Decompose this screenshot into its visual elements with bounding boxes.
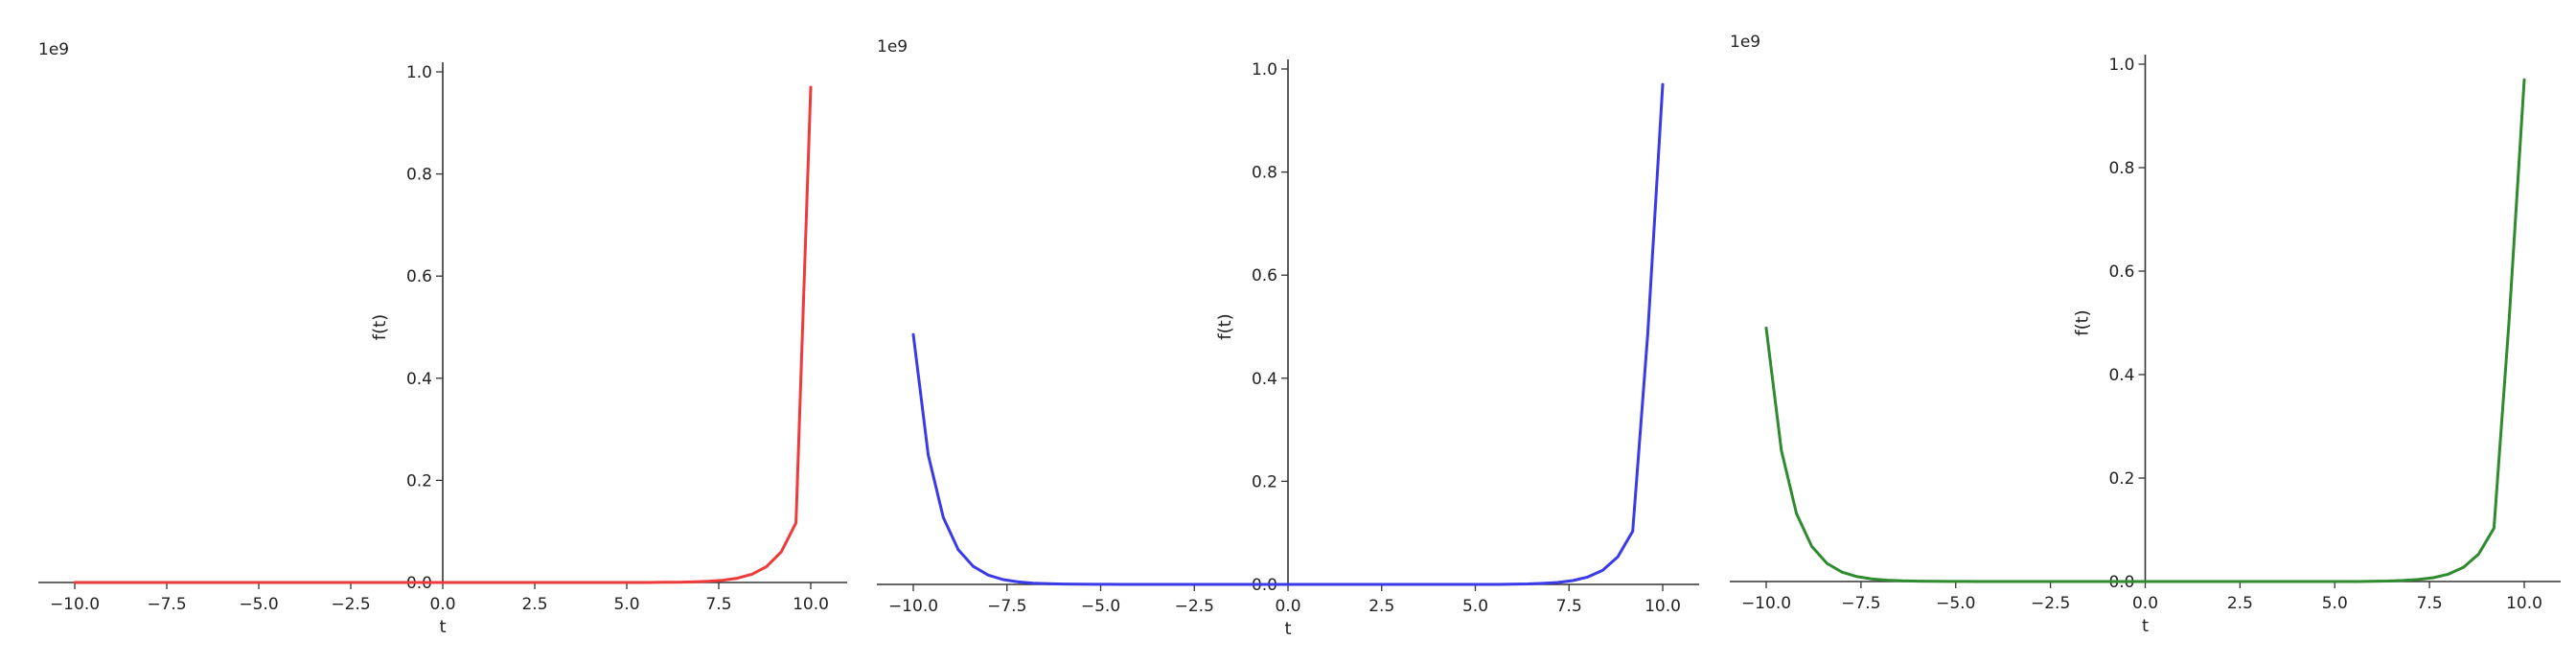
y-tick-label: 0.6 (1252, 266, 1277, 285)
series-line (911, 82, 1665, 586)
y-axis-label: f(t) (370, 314, 390, 340)
y-tick-label: 0.4 (1252, 370, 1277, 389)
y-offset-text: 1e9 (1730, 33, 1760, 52)
x-axis-label: t (439, 617, 446, 637)
x-axis-label: t (2142, 616, 2149, 636)
x-tick-label: 2.5 (1368, 597, 1394, 616)
y-tick-label: 0.4 (406, 370, 432, 389)
chart-panel-2: −10.0 −7.5 −5.0 −2.5 0.0 2.5 5.0 7.5 10.00.00.20… (877, 37, 1699, 639)
y-tick-label: 0.4 (2108, 366, 2134, 385)
x-tick-label: 2.5 (2227, 594, 2253, 613)
y-tick-label: 0.8 (1252, 164, 1277, 183)
x-tick-label: 2.5 (521, 595, 547, 614)
x-tick-label: 10.0 (2506, 594, 2542, 613)
x-tick-label: 7.5 (2417, 594, 2443, 613)
x-tick-label: −2.5 (331, 595, 370, 614)
y-axis-label: f(t) (1215, 313, 1235, 339)
y-offset-text: 1e9 (38, 40, 69, 59)
chart-panel-1: −10.0 −7.5 −5.0 −2.5 0.0 2.5 5.0 7.5 10.00.00.20… (38, 40, 847, 637)
x-tick-label: −2.5 (2031, 594, 2070, 613)
y-tick-label: 1.0 (1252, 60, 1277, 80)
series-line (73, 85, 813, 584)
x-tick-label: 0.0 (1275, 597, 1300, 616)
x-tick-label: 5.0 (1462, 597, 1488, 616)
x-tick-label: 0.0 (429, 595, 455, 614)
y-tick-label: 1.0 (2108, 56, 2134, 75)
y-tick-label: 0.6 (406, 267, 432, 286)
y-tick-label: 0.6 (2108, 263, 2134, 282)
x-tick-label: −10.0 (1741, 594, 1791, 613)
x-tick-label: −10.0 (50, 595, 100, 614)
y-tick-label: 0.2 (406, 471, 432, 491)
y-offset-text: 1e9 (877, 37, 908, 57)
x-tick-label: 10.0 (793, 595, 829, 614)
y-tick-label: 0.2 (1252, 472, 1277, 491)
y-tick-label: 0.8 (406, 166, 432, 185)
x-tick-label: −10.0 (888, 597, 938, 616)
x-tick-label: −7.5 (147, 595, 186, 614)
x-tick-label: 5.0 (2322, 594, 2348, 613)
x-tick-label: −7.5 (1841, 594, 1880, 613)
x-tick-label: −5.0 (239, 595, 278, 614)
x-tick-label: −5.0 (1081, 597, 1120, 616)
chart-panel-3: −10.0 −7.5 −5.0 −2.5 0.0 2.5 5.0 7.5 10.00.00.20… (1730, 33, 2561, 636)
y-tick-label: 0.2 (2108, 469, 2134, 489)
y-tick-label: 0.8 (2108, 159, 2134, 178)
x-axis-label: t (1284, 619, 1291, 639)
x-tick-label: −2.5 (1175, 597, 1214, 616)
x-tick-label: 7.5 (1556, 597, 1582, 616)
x-tick-label: −7.5 (987, 597, 1026, 616)
x-tick-label: 0.0 (2132, 594, 2158, 613)
x-tick-label: 10.0 (1644, 597, 1681, 616)
x-tick-label: 7.5 (705, 595, 731, 614)
y-axis-label: f(t) (2073, 309, 2093, 335)
y-tick-label: 1.0 (406, 63, 432, 82)
series-line (1764, 78, 2526, 583)
x-tick-label: 5.0 (613, 595, 639, 614)
x-tick-label: −5.0 (1936, 594, 1975, 613)
